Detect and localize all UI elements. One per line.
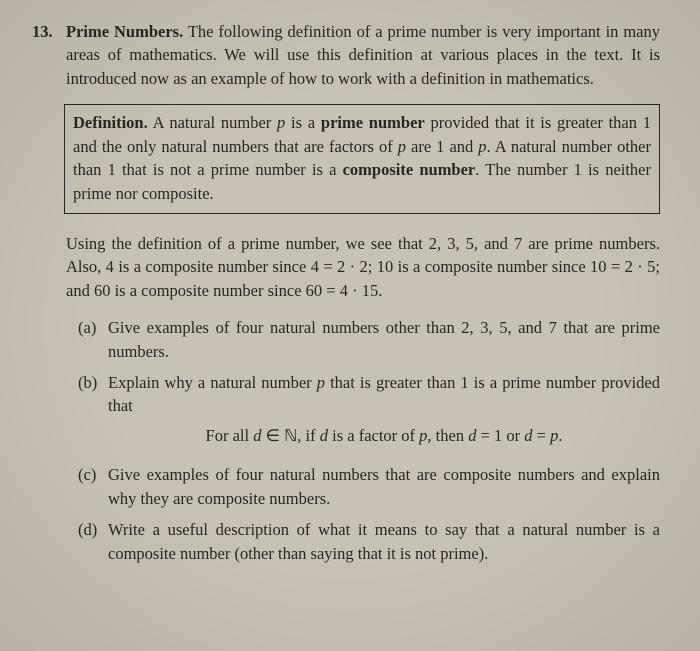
f-d4: d (524, 426, 532, 445)
def-text-2: is a (285, 113, 321, 132)
intro-paragraph: Prime Numbers. The following definition … (66, 20, 660, 90)
part-b-content: Explain why a natural number p that is g… (108, 371, 660, 455)
def-var-p2: p (398, 137, 406, 156)
followup-paragraph: Using the definition of a prime number, … (66, 232, 660, 302)
def-var-p3: p (478, 137, 486, 156)
part-c-text: Give examples of four natural numbers th… (108, 463, 660, 510)
part-a-label: (a) (78, 316, 108, 363)
f-in: ∈ ℕ, if (261, 426, 319, 445)
f-eq2: = (533, 426, 551, 445)
sub-parts: (a) Give examples of four natural number… (66, 316, 660, 565)
problem-content: Prime Numbers. The following definition … (66, 20, 660, 573)
part-d-label: (d) (78, 518, 108, 565)
def-text-4: are 1 and (406, 137, 478, 156)
f-end: . (558, 426, 562, 445)
part-a: (a) Give examples of four natural number… (66, 316, 660, 363)
part-c: (c) Give examples of four natural number… (66, 463, 660, 510)
part-b: (b) Explain why a natural number p that … (66, 371, 660, 455)
f-mid: is a factor of (328, 426, 419, 445)
f-eq1: = 1 or (476, 426, 524, 445)
f-then: , then (427, 426, 468, 445)
problem-13: 13. Prime Numbers. The following definit… (32, 20, 660, 573)
part-a-text: Give examples of four natural numbers ot… (108, 316, 660, 363)
definition-label: Definition. (73, 113, 148, 132)
part-c-label: (c) (78, 463, 108, 510)
part-d-text: Write a useful description of what it me… (108, 518, 660, 565)
problem-number: 13. (32, 20, 66, 573)
problem-title: Prime Numbers. (66, 22, 183, 41)
part-b-lead1: Explain why a natural number (108, 373, 317, 392)
part-b-label: (b) (78, 371, 108, 455)
def-bold-prime: prime number (321, 113, 425, 132)
part-d: (d) Write a useful description of what i… (66, 518, 660, 565)
part-b-p: p (317, 373, 325, 392)
f-d2: d (320, 426, 328, 445)
f-pre: For all (206, 426, 254, 445)
def-text-1: A natural number (153, 113, 277, 132)
def-bold-composite: composite number (343, 160, 476, 179)
part-b-formula: For all d ∈ ℕ, if d is a factor of p, th… (108, 424, 660, 447)
definition-box: Definition. A natural number p is a prim… (64, 104, 660, 214)
